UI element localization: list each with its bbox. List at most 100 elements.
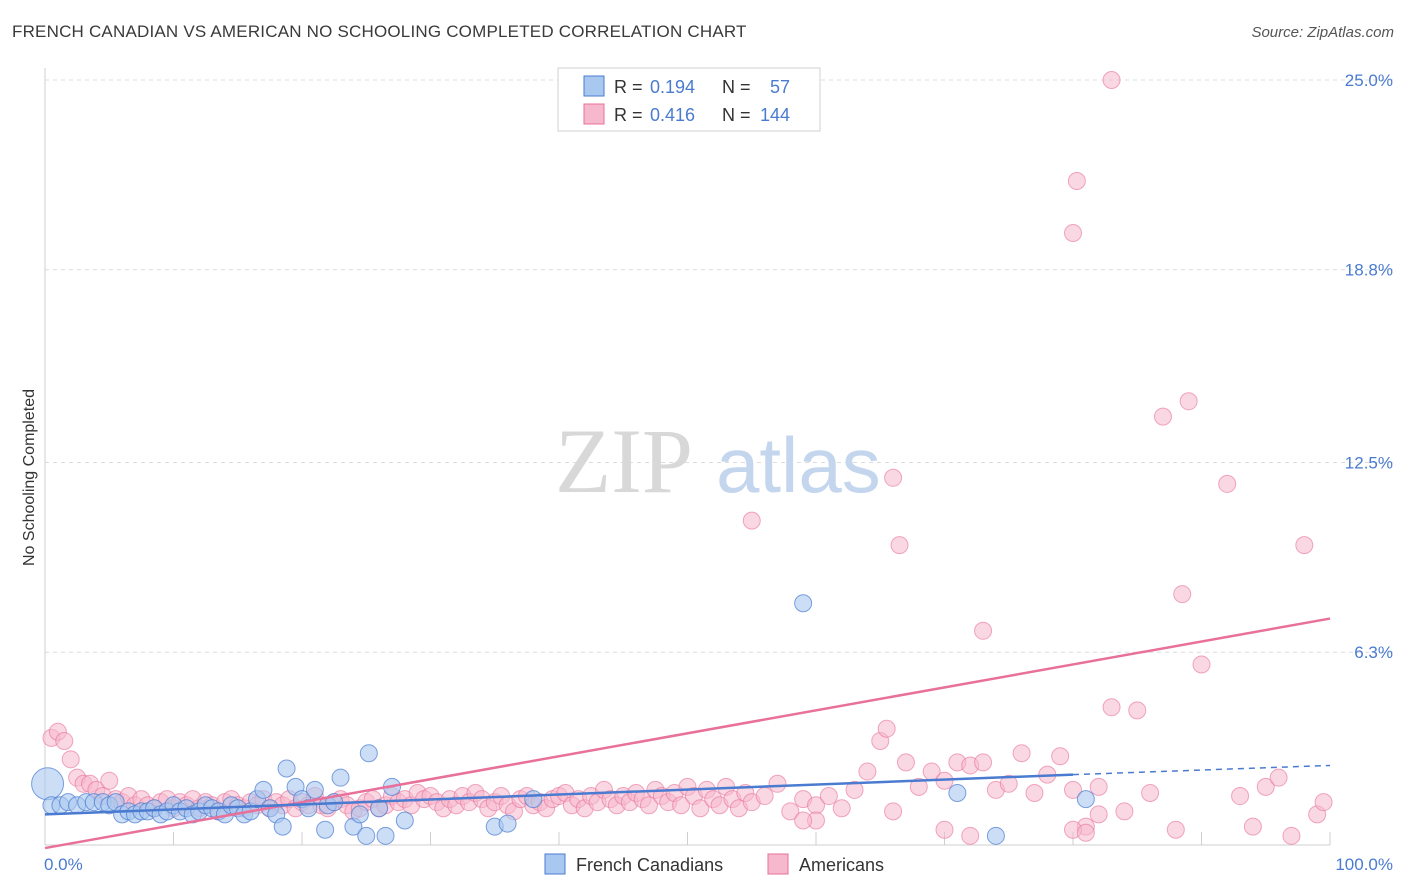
french-canadian-trend-extension <box>1072 764 1331 776</box>
watermark: ZIP atlas <box>555 410 881 512</box>
american-point <box>1269 768 1288 787</box>
american-point <box>1089 777 1108 796</box>
american-point <box>845 780 864 799</box>
french-canadian-point <box>794 594 813 613</box>
american-point <box>1295 536 1314 555</box>
american-point <box>691 799 710 818</box>
american-point <box>858 762 877 781</box>
french-canadian-point <box>1076 790 1095 809</box>
american-point <box>974 753 993 772</box>
american-point <box>974 621 993 640</box>
french-canadian-point <box>331 768 350 787</box>
american-point <box>61 750 80 769</box>
legend-n-value-1: 144 <box>760 105 790 125</box>
y-tick-label-0: 6.3% <box>1354 643 1393 662</box>
american-point <box>768 774 787 793</box>
french-canadian-point <box>273 817 292 836</box>
chart-title: FRENCH CANADIAN VS AMERICAN NO SCHOOLING… <box>12 22 747 41</box>
legend-swatch-blue <box>583 75 605 97</box>
american-point <box>1089 805 1108 824</box>
french-canadian-point <box>254 780 273 799</box>
french-canadian-point <box>277 759 296 778</box>
american-point <box>755 787 774 806</box>
watermark-zip: ZIP <box>555 410 693 512</box>
american-point <box>1012 744 1031 763</box>
american-point <box>961 826 980 845</box>
legend-r-value-0: 0.194 <box>650 77 695 97</box>
y-tick-label-1: 12.5% <box>1345 454 1393 473</box>
bottom-legend-label-0: French Canadians <box>576 855 723 875</box>
american-point <box>794 811 813 830</box>
french-canadian-point <box>350 805 369 824</box>
legend-swatch-pink <box>583 103 605 125</box>
american-point <box>1218 474 1237 493</box>
american-point <box>884 802 903 821</box>
american-point <box>1166 820 1185 839</box>
american-point <box>1243 817 1262 836</box>
y-tick-labels: 6.3% 12.5% 18.8% 25.0% <box>1345 71 1393 662</box>
stats-legend: R = 0.194 N = 57 R = 0.416 N = 144 <box>557 67 821 132</box>
legend-r-value-1: 0.416 <box>650 105 695 125</box>
french-canadian-point <box>986 826 1005 845</box>
american-point <box>1179 392 1198 411</box>
american-point <box>1115 802 1134 821</box>
legend-n-label-0: N = <box>722 77 751 97</box>
source-label: Source: ZipAtlas.com <box>1251 24 1394 41</box>
american-point <box>999 774 1018 793</box>
american-point <box>1173 585 1192 604</box>
american-point <box>1282 826 1301 845</box>
grid-lines <box>45 79 1395 653</box>
american-point <box>909 777 928 796</box>
legend-r-label-0: R = <box>614 77 643 97</box>
bottom-legend-swatch-pink <box>767 853 789 875</box>
legend-n-value-0: 57 <box>770 77 790 97</box>
bottom-legend-swatch-blue <box>544 853 566 875</box>
american-point <box>1025 783 1044 802</box>
watermark-atlas: atlas <box>716 421 881 509</box>
american-point <box>1067 171 1086 190</box>
american-point <box>1102 698 1121 717</box>
american-point <box>1064 224 1082 242</box>
american-point <box>55 731 74 750</box>
american-point <box>1064 780 1082 799</box>
american-point <box>935 820 954 839</box>
x-tick-label-0: 0.0% <box>44 855 83 874</box>
bottom-legend-label-1: Americans <box>799 855 884 875</box>
american-point <box>781 802 800 821</box>
american-point <box>832 799 851 818</box>
y-tick-label-2: 18.8% <box>1345 261 1393 280</box>
french-canadian-point <box>376 826 395 845</box>
american-point <box>1051 747 1070 766</box>
french-canadian-point <box>498 814 517 833</box>
y-tick-label-3: 25.0% <box>1345 71 1393 90</box>
y-axis-label: No Schooling Completed <box>21 389 38 566</box>
american-point <box>100 771 119 790</box>
french-canadian-trend-line <box>44 773 1074 816</box>
french-canadian-point <box>31 767 65 801</box>
axes <box>44 68 1331 846</box>
american-point <box>1141 783 1160 802</box>
series-legend: French Canadians Americans <box>544 853 884 875</box>
french-canadian-point <box>305 780 324 799</box>
legend-r-label-1: R = <box>614 105 643 125</box>
american-point <box>1102 71 1121 89</box>
american-point <box>742 511 761 530</box>
x-tick-label-1: 100.0% <box>1335 855 1393 874</box>
american-point <box>1256 777 1275 796</box>
american-point <box>1076 823 1095 842</box>
french-canadian-point <box>524 790 543 809</box>
american-point <box>896 753 915 772</box>
french-canadian-points <box>31 594 1095 845</box>
french-canadian-point <box>948 783 967 802</box>
french-canadian-point <box>370 799 389 818</box>
american-point <box>639 796 658 815</box>
american-point <box>1231 787 1250 806</box>
legend-n-label-1: N = <box>722 105 751 125</box>
american-point <box>1314 793 1333 812</box>
x-tick-labels: 0.0% 100.0% <box>44 855 1393 874</box>
french-canadian-point <box>316 820 335 839</box>
trend-lines <box>44 617 1331 850</box>
american-point <box>1192 655 1211 674</box>
american-point <box>1128 701 1147 720</box>
